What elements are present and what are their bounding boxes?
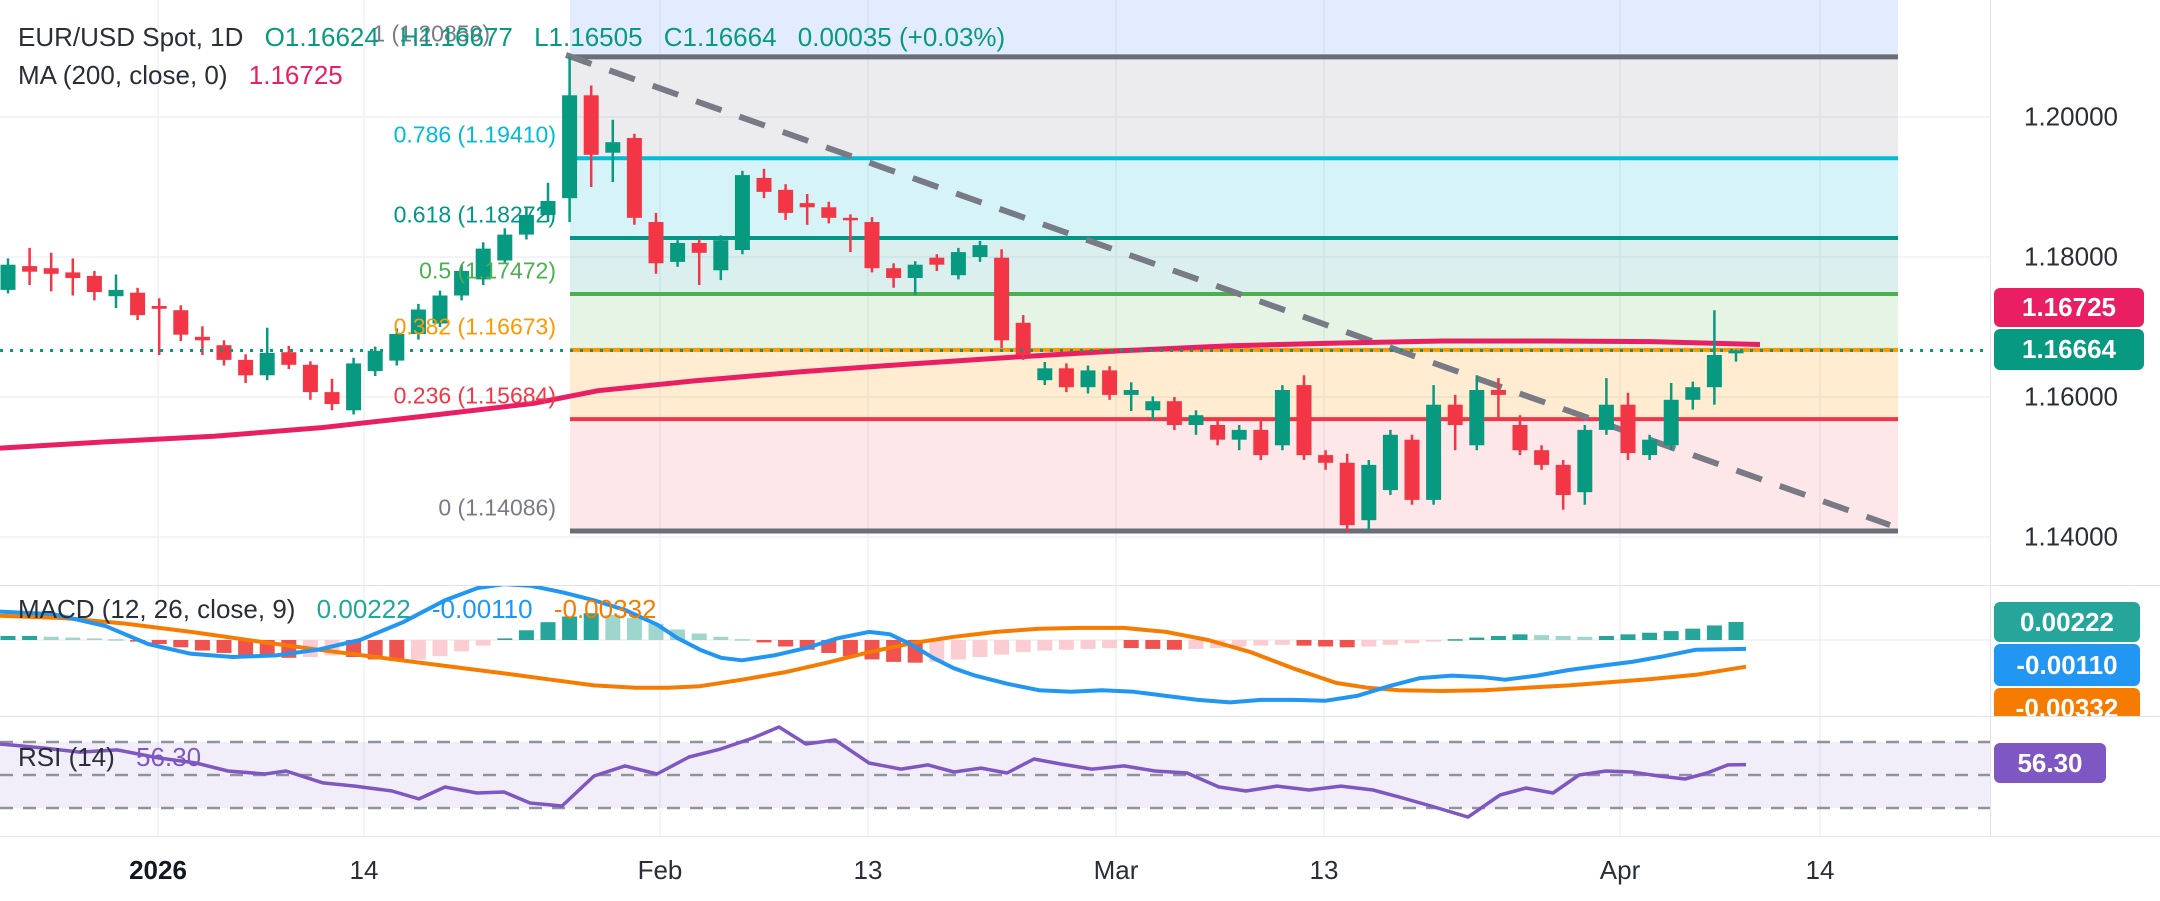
time-axis-label: Mar (1093, 855, 1139, 885)
ohlc-change: 0.00035 (+0.03%) (797, 22, 1006, 52)
time-axis-label: 13 (1309, 855, 1339, 885)
macd-label: MACD (12, 26, close, 9) (18, 594, 296, 624)
fib-level-label-0: 0 (1.14086) (438, 494, 556, 521)
ma-legend[interactable]: MA (200, close, 0) 1.16725 (18, 60, 357, 91)
time-axis-separator (0, 836, 2160, 837)
time-axis-label: 14 (1805, 855, 1835, 885)
macd-plot (0, 586, 1990, 716)
time-axis-label: Apr (1599, 855, 1641, 885)
macd-signal-badge: -0.00332 (1994, 688, 2140, 716)
main-price-pane[interactable]: 1 (1.20859) 0.786 (1.19410) 0.618 (1.18272… (0, 0, 1990, 585)
price-axis-border (1990, 0, 1991, 836)
candlestick-chart (0, 0, 1990, 585)
fib-level-label-1: 1 (1.20859) (372, 20, 490, 47)
ohlc-close: C1.16664 (663, 22, 777, 52)
price-axis-label: 1.18000 (2024, 241, 2118, 272)
fib-level-label-0.5: 0.5 (1.17472) (419, 257, 556, 284)
ma-value: 1.16725 (248, 60, 343, 90)
ohlc-open: O1.16624 (264, 22, 379, 52)
price-axis-label: 1.20000 (2024, 101, 2118, 132)
rsi-legend[interactable]: RSI (14) 56.30 (18, 742, 215, 773)
pane-separator-macd-rsi[interactable] (0, 716, 2160, 717)
macd-hist-badge: 0.00222 (1994, 602, 2140, 642)
pane-separator-main-macd[interactable] (0, 585, 2160, 586)
macd-line-value: -0.00110 (431, 594, 533, 624)
rsi-value: 56.30 (136, 742, 202, 772)
macd-pane[interactable] (0, 586, 1990, 716)
candles (0, 56, 1744, 533)
price-axis-label: 1.16000 (2024, 381, 2118, 412)
fib-level-label-0.236: 0.236 (1.15684) (393, 382, 556, 409)
time-axis-label: 14 (349, 855, 379, 885)
symbol-title: EUR/USD Spot, 1D (18, 22, 244, 52)
rsi-plot (0, 717, 1990, 836)
ma-label: MA (200, close, 0) (18, 60, 228, 90)
time-axis-label: 13 (853, 855, 883, 885)
macd-legend[interactable]: MACD (12, 26, close, 9) 0.00222 -0.00110… (18, 594, 671, 625)
macd-signal-value: -0.00332 (553, 594, 657, 624)
fib-level-label-0.786: 0.786 (1.19410) (393, 121, 556, 148)
fib-level-label-0.382: 0.382 (1.16673) (393, 313, 556, 340)
ma-price-badge: 1.16725 (1994, 288, 2144, 327)
fib-level-label-0.618: 0.618 (1.18272) (393, 201, 556, 228)
time-axis-label: 2026 (129, 855, 187, 885)
ohlc-low: L1.16505 (534, 22, 643, 52)
macd-hist-value: 0.00222 (316, 594, 411, 624)
macd-line-badge: -0.00110 (1994, 644, 2140, 686)
last-price-badge: 1.16664 (1994, 329, 2144, 370)
rsi-pane[interactable] (0, 717, 1990, 836)
time-axis[interactable]: 2026 14 Feb 13 Mar 13 Apr 14 (0, 837, 2160, 901)
price-axis-label: 1.14000 (2024, 521, 2118, 552)
rsi-value-badge: 56.30 (1994, 743, 2106, 783)
ohlc-high: H1.16677 (400, 22, 513, 52)
symbol-legend[interactable]: EUR/USD Spot, 1D O1.16624 H1.16677 L1.16… (18, 22, 1019, 53)
time-axis-label: Feb (637, 855, 683, 885)
rsi-label: RSI (14) (18, 742, 115, 772)
